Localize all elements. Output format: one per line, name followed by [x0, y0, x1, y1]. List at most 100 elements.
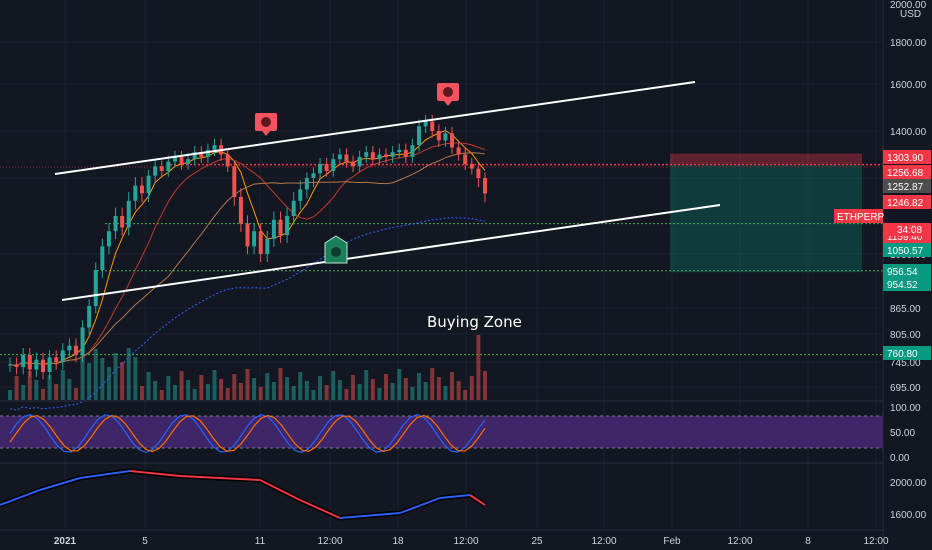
- price-tick-label: 1600.00: [890, 80, 927, 91]
- candle-body: [483, 178, 487, 194]
- candle-body: [87, 306, 92, 328]
- candle-body: [40, 359, 45, 372]
- price-level-value: 1256.68: [887, 168, 924, 179]
- volume-bar: [212, 370, 217, 400]
- oscillator-tick-label: 100.00: [890, 403, 921, 414]
- candle-body: [344, 154, 349, 162]
- volume-bar: [113, 353, 118, 400]
- volume-bar: [133, 357, 138, 400]
- candle-body: [324, 163, 329, 171]
- horizontal-levels[interactable]: [0, 163, 883, 356]
- candle-body: [113, 216, 118, 232]
- volume-bar: [370, 379, 375, 400]
- time-axis[interactable]: 2021 5 11 12:00 18 12:00 25 12:00 Feb 12:00 8 12:00: [0, 529, 889, 547]
- channel-lower-line[interactable]: [61, 204, 721, 301]
- price-level-value: 954.52: [887, 280, 918, 291]
- price-level-value: 1303.90: [887, 153, 924, 164]
- candle-body: [225, 154, 230, 167]
- volume-bar: [258, 387, 263, 400]
- candle-body: [159, 166, 164, 171]
- lower-line: [179, 475, 261, 481]
- price-level-tag: [883, 150, 931, 164]
- volume-bar: [40, 389, 45, 400]
- lower-line: [399, 497, 441, 514]
- price-level-value: 1246.82: [887, 198, 924, 209]
- volume-bar: [436, 377, 441, 400]
- oscillator-tick-label: 0.00: [890, 453, 910, 464]
- volume-bar: [318, 376, 323, 400]
- candle-body: [357, 156, 362, 167]
- volume-bar: [337, 380, 342, 400]
- volume-bar: [225, 388, 230, 400]
- ma-long-line: [9, 217, 486, 411]
- currency-label: USD: [900, 9, 921, 20]
- buy-signal-icon: [324, 235, 348, 264]
- volume-bar: [403, 378, 408, 400]
- volume-bar: [87, 363, 92, 400]
- candle-body: [450, 133, 455, 148]
- candle-body: [199, 152, 204, 157]
- candle-body: [331, 159, 336, 171]
- candle-body: [291, 200, 296, 216]
- volume-bar: [245, 369, 250, 400]
- position-box[interactable]: [670, 153, 862, 273]
- candlesticks: [8, 114, 487, 380]
- candle-body: [377, 154, 382, 160]
- candle-body: [397, 149, 402, 153]
- candle-body: [27, 355, 32, 370]
- volume-bar: [265, 373, 270, 400]
- candle-body: [443, 133, 448, 141]
- candle-body: [304, 178, 309, 190]
- volume-bar: [166, 376, 171, 400]
- candle-body: [192, 152, 197, 160]
- price-level-value: 1252.87: [887, 182, 924, 193]
- price-tick-label: 865.00: [890, 304, 921, 315]
- volume-bar: [443, 386, 448, 400]
- candle-body: [403, 149, 408, 157]
- price-level-tag: [883, 179, 931, 193]
- trend-channel[interactable]: [54, 81, 721, 301]
- volume-bar: [199, 375, 204, 400]
- volume-bar: [423, 382, 428, 400]
- volume-bar: [100, 358, 105, 400]
- volume-bar: [344, 389, 349, 400]
- sell-signal-icon: [255, 113, 277, 136]
- price-tick-label: 1400.00: [890, 127, 927, 138]
- volume-bar: [219, 379, 224, 400]
- volume-bar: [172, 385, 177, 400]
- candle-body: [14, 364, 19, 367]
- volume-bar: [252, 378, 257, 400]
- candle-body: [73, 345, 78, 355]
- lower-line: [299, 499, 341, 519]
- volume-bar: [238, 383, 243, 400]
- candle-body: [139, 185, 144, 194]
- candle-body: [271, 219, 276, 239]
- candle-body: [146, 175, 151, 194]
- price-level-value: 1159.40: [887, 232, 923, 243]
- take-profit-zone: [670, 164, 862, 273]
- volume-bar: [93, 349, 98, 400]
- candle-body: [34, 359, 39, 370]
- channel-upper-line[interactable]: [54, 81, 696, 175]
- time-tick-label: 18: [392, 536, 404, 547]
- candle-body: [390, 152, 395, 157]
- candle-body: [463, 154, 468, 164]
- signal-markers: [255, 83, 459, 264]
- candle-body: [67, 345, 72, 351]
- time-tick-label: Feb: [663, 536, 681, 547]
- volume-bar: [54, 384, 59, 400]
- price-level-tag: [883, 346, 931, 360]
- candle-body: [351, 161, 356, 167]
- volume-bar: [21, 385, 26, 400]
- volume-bar: [186, 380, 191, 400]
- candle-body: [166, 161, 171, 171]
- candle-body: [21, 355, 26, 367]
- candle-body: [8, 364, 12, 366]
- candle-body: [410, 145, 415, 157]
- symbol-tag: [834, 209, 883, 223]
- volume-bar: [476, 335, 481, 400]
- volume-bar: [159, 390, 164, 400]
- volume-bar: [120, 362, 125, 400]
- candle-body: [153, 166, 158, 176]
